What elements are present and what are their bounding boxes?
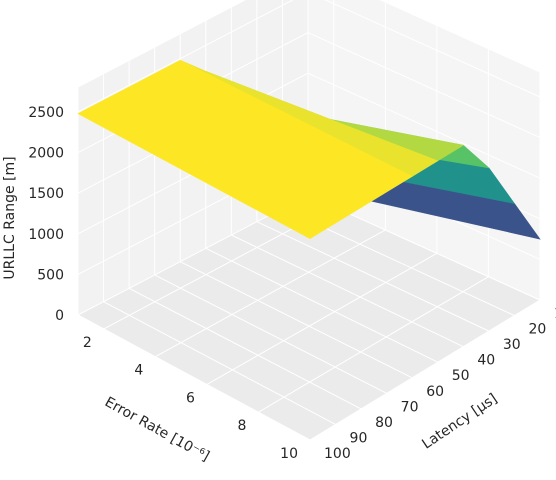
z-tick-label: 2000 xyxy=(28,146,64,162)
tick-labels: 0 500 1000 1500 2000 2500 2 4 6 8 10 10 20 30 40 50 60 70… xyxy=(28,105,556,462)
x-tick-label: 30 xyxy=(503,337,521,353)
y-gridline xyxy=(309,72,541,441)
x-tick-label: 90 xyxy=(350,430,368,446)
x-tick-label: 60 xyxy=(426,384,444,400)
surface-patch xyxy=(77,99,337,239)
x-tick-label: 10 xyxy=(554,306,556,322)
x-tick-label: 80 xyxy=(375,415,393,431)
y-gridline xyxy=(258,49,489,413)
y-axis-label: Error Rate [10⁻⁶] xyxy=(102,394,212,465)
floor-pane xyxy=(78,195,540,440)
x-gridline xyxy=(256,0,490,332)
z-tick-label: 2500 xyxy=(28,105,64,121)
y-tick-label: 8 xyxy=(238,418,247,434)
z-tick-label: 0 xyxy=(55,308,64,324)
x-tick-label: 70 xyxy=(401,399,419,415)
x-tick-label: 100 xyxy=(324,446,351,462)
x-axis-label: Latency [μs] xyxy=(419,391,500,453)
y-gridline xyxy=(155,2,386,358)
y-tick-label: 10 xyxy=(280,446,298,462)
surface xyxy=(77,59,541,240)
z-axis-label: URLLC Range [m] xyxy=(2,156,18,279)
y-tick-label: 4 xyxy=(134,363,143,379)
x-tick-label: 20 xyxy=(528,322,546,338)
z-tick-label: 500 xyxy=(37,267,64,283)
z-tick-label: 1500 xyxy=(28,186,64,202)
x-tick-label: 40 xyxy=(477,353,495,369)
y-tick-label: 2 xyxy=(83,335,92,351)
x-gridline xyxy=(77,87,311,441)
x-tick-label: 50 xyxy=(452,368,470,384)
x-gridline xyxy=(103,74,336,425)
y-gridline xyxy=(206,25,438,385)
y-tick-label: 6 xyxy=(186,390,195,406)
z-tick-label: 1000 xyxy=(28,227,64,243)
